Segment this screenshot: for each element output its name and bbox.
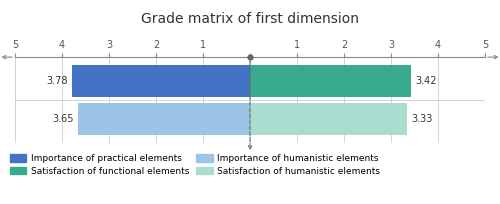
- Bar: [250, 65, 410, 97]
- Text: 3.33: 3.33: [411, 114, 432, 124]
- Text: 3.42: 3.42: [416, 76, 437, 86]
- Text: 3.78: 3.78: [46, 76, 68, 86]
- Bar: [250, 103, 406, 135]
- Text: Grade matrix of first dimension: Grade matrix of first dimension: [141, 12, 359, 26]
- Bar: [72, 65, 250, 97]
- Text: 3.65: 3.65: [52, 114, 74, 124]
- Legend: Importance of practical elements, Satisfaction of functional elements, Importanc: Importance of practical elements, Satisf…: [10, 154, 380, 176]
- Bar: [78, 103, 250, 135]
